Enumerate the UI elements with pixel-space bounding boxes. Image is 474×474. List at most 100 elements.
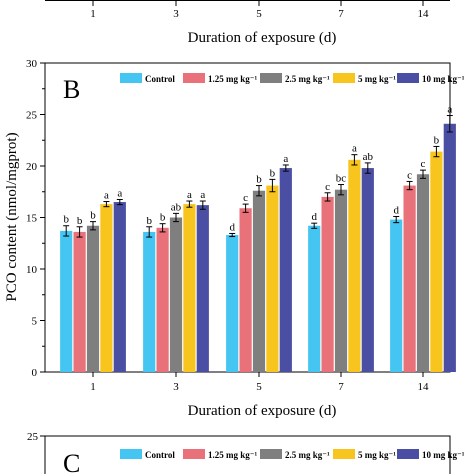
bar: [86, 225, 100, 372]
bar: [156, 227, 169, 372]
panel-b-y-axis: 0 5 10 15 20 25 30: [26, 58, 45, 379]
panel-b-x-axis: 1 3 5 7 14: [90, 372, 429, 393]
significance-letter: ab: [363, 151, 374, 163]
bar: [252, 190, 266, 372]
panel-c-legend-label: Control: [145, 450, 175, 460]
bar: [196, 205, 209, 372]
panel-c-letter: C: [63, 449, 80, 474]
significance-letter: b: [256, 174, 262, 186]
significance-letter: c: [407, 169, 412, 181]
significance-letter: d: [393, 204, 399, 216]
significance-letter: d: [229, 221, 235, 233]
panel-c-y-tick-label: 25: [27, 431, 39, 443]
bar: [416, 174, 430, 372]
panel-b-y-tick-label: 5: [32, 316, 38, 328]
bar: [334, 189, 348, 372]
bar: [169, 217, 183, 372]
panel-c-legend-label: 10 mg kg⁻¹: [422, 450, 465, 460]
panel-c-legend-swatch: [333, 449, 355, 459]
panel-b-x-tick-label: 1: [90, 381, 96, 393]
panel-b-legend-swatch: [397, 73, 419, 83]
bar: [226, 235, 239, 372]
panel-a-x-axis-label: Duration of exposure (d): [188, 30, 337, 46]
significance-letter: b: [270, 167, 276, 179]
significance-letter: a: [117, 187, 122, 199]
significance-letter: ab: [171, 201, 182, 213]
significance-letter: bc: [336, 173, 347, 185]
panel-c-legend-swatch: [260, 449, 282, 459]
panel-c-legend-label: 2.5 mg kg⁻¹: [285, 450, 330, 460]
significance-letter: b: [63, 214, 69, 226]
panel-b-y-tick-label: 15: [26, 213, 38, 225]
bar: [113, 202, 126, 372]
bar: [348, 159, 361, 372]
significance-letter: c: [421, 158, 426, 170]
panel-c-legend-swatch: [183, 449, 205, 459]
bar: [279, 168, 292, 372]
panel-b-y-axis-label: PCO content (nmol/mgprot): [4, 132, 20, 301]
bar: [361, 168, 374, 372]
panel-b: B Control 1.25 mg kg⁻¹ 2.5 mg kg⁻¹ 5 mg kg⁻…: [4, 58, 465, 419]
bar: [308, 225, 321, 372]
panel-b-y-tick-label: 10: [26, 264, 38, 276]
bar: [239, 208, 252, 372]
panel-b-legend-swatch: [120, 73, 142, 83]
significance-letter: d: [311, 211, 317, 223]
panel-b-y-tick-label: 30: [26, 58, 38, 70]
panel-a-x-tick-label: 14: [418, 8, 430, 20]
panel-b-legend-swatch: [333, 73, 355, 83]
significance-letter: b: [146, 215, 152, 227]
panel-b-legend: Control 1.25 mg kg⁻¹ 2.5 mg kg⁻¹ 5 mg kg⁻¹ 1…: [120, 73, 465, 84]
significance-letter: b: [434, 134, 440, 146]
significance-letter: b: [90, 210, 96, 222]
panel-c-frame: [44, 435, 451, 474]
panel-b-legend-swatch: [260, 73, 282, 83]
panel-b-x-axis-label: Duration of exposure (d): [188, 403, 337, 419]
panel-b-x-tick-label: 7: [338, 381, 344, 393]
panel-b-x-tick-label: 5: [256, 381, 262, 393]
significance-letter: a: [447, 104, 452, 116]
panel-b-x-tick-label: 3: [173, 381, 179, 393]
panel-b-legend-label: 2.5 mg kg⁻¹: [285, 74, 330, 84]
significance-letter: b: [160, 212, 166, 224]
bar: [100, 204, 113, 372]
panel-a-x-tick-label: 7: [338, 8, 344, 20]
bar: [266, 185, 279, 372]
bar: [443, 123, 456, 373]
bar: [60, 230, 73, 372]
significance-letter: a: [104, 190, 109, 202]
significance-letter: c: [325, 181, 330, 193]
panel-b-legend-label: 10 mg kg⁻¹: [422, 74, 465, 84]
panel-c-legend: Control 1.25 mg kg⁻¹ 2.5 mg kg⁻¹ 5 mg kg⁻¹ 1…: [120, 449, 465, 460]
panel-c-legend-swatch: [120, 449, 142, 459]
bar: [73, 231, 86, 372]
significance-letter: a: [200, 189, 205, 201]
bar: [321, 196, 334, 372]
significance-letter: c: [243, 192, 248, 204]
panel-a-x-tick-label: 3: [173, 8, 179, 20]
significance-letter: a: [283, 153, 288, 165]
panel-b-legend-label: 1.25 mg kg⁻¹: [208, 74, 258, 84]
bar: [403, 185, 416, 372]
panel-b-legend-label: Control: [145, 74, 175, 84]
panel-b-y-tick-label: 20: [26, 161, 38, 173]
panel-b-y-tick-label: 0: [32, 367, 38, 379]
panel-b-y-tick-label: 25: [26, 110, 38, 122]
panel-b-legend-swatch: [183, 73, 205, 83]
panel-c-legend-swatch: [397, 449, 419, 459]
significance-letter: a: [352, 143, 357, 155]
panel-b-letter: B: [63, 75, 80, 104]
bar: [430, 151, 443, 372]
panel-c: 25 C Control 1.25 mg kg⁻¹ 2.5 mg kg⁻¹ 5 mg …: [27, 431, 465, 474]
bar: [183, 204, 196, 372]
panel-a-x-tick-label: 1: [90, 8, 96, 20]
panel-c-legend-label: 5 mg kg⁻¹: [358, 450, 396, 460]
bar: [143, 231, 156, 372]
panel-c-legend-label: 1.25 mg kg⁻¹: [208, 450, 258, 460]
panel-b-legend-label: 5 mg kg⁻¹: [358, 74, 396, 84]
bar: [390, 219, 403, 372]
significance-letter: a: [187, 189, 192, 201]
panel-b-x-tick-label: 14: [418, 381, 430, 393]
